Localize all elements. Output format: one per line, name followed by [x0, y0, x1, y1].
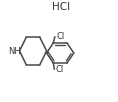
Text: HCl: HCl: [52, 2, 70, 12]
Text: NH: NH: [8, 47, 21, 55]
Text: Cl: Cl: [56, 32, 65, 41]
Text: Cl: Cl: [56, 65, 64, 74]
